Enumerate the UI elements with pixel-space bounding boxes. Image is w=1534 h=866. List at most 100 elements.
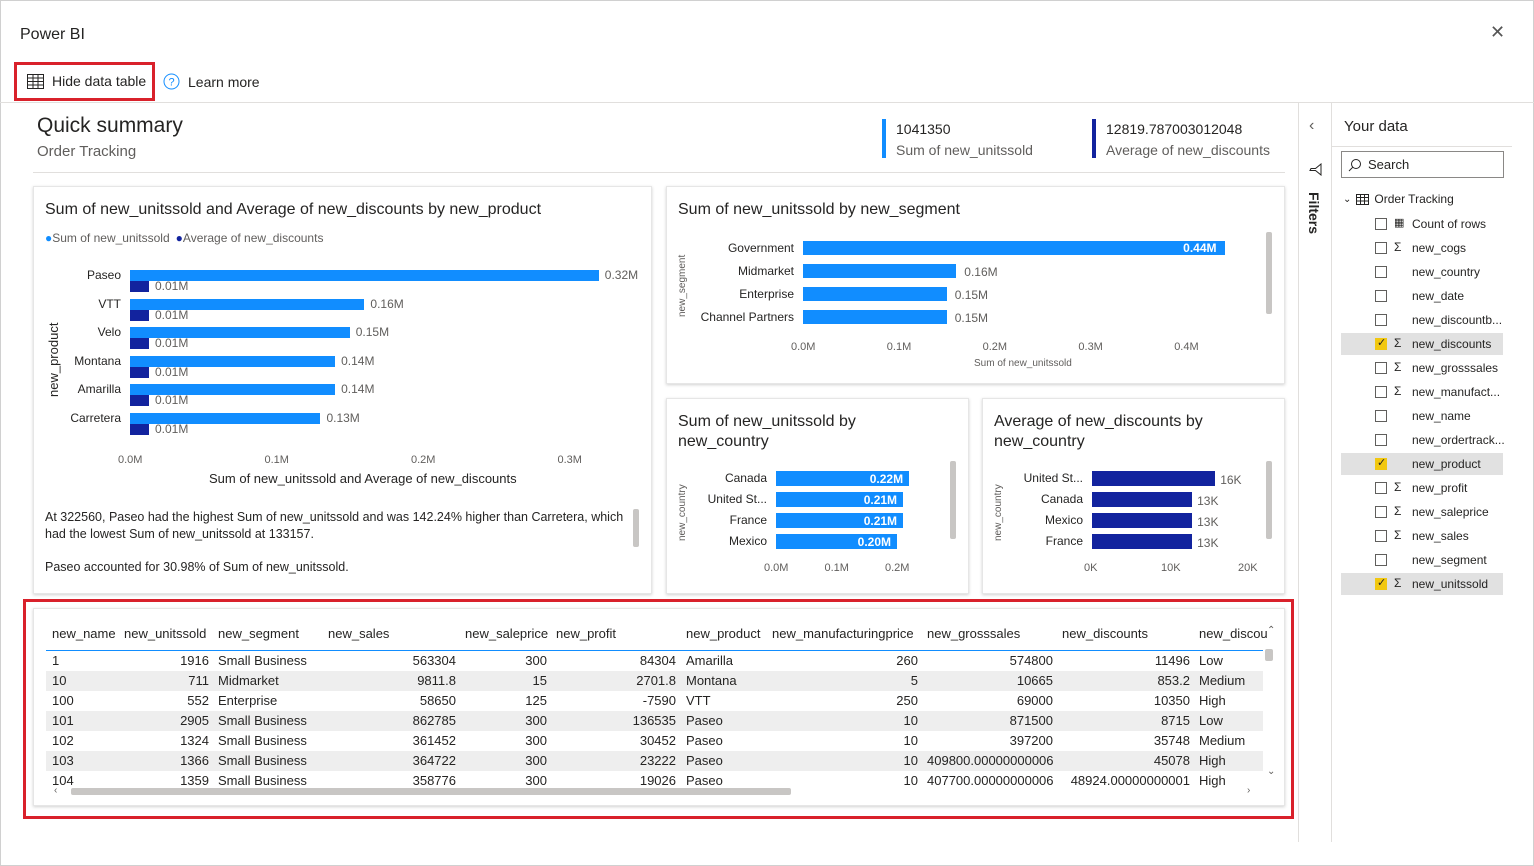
chart-card-country[interactable]: Sum of new_unitssold by new_country new_… [666, 398, 969, 594]
column-header[interactable]: new_segment [218, 626, 299, 641]
field-checkbox[interactable] [1375, 266, 1387, 278]
table-node-order-tracking[interactable]: ⌄ Order Tracking [1343, 192, 1454, 206]
bar[interactable] [130, 309, 149, 321]
filters-label[interactable]: Filters [1306, 192, 1322, 235]
bar[interactable] [1092, 471, 1216, 486]
bar[interactable] [130, 298, 365, 310]
column-header[interactable]: new_sales [328, 626, 390, 641]
bar[interactable] [130, 424, 149, 435]
bar[interactable] [1092, 492, 1193, 507]
hide-data-table-button[interactable]: Hide data table [27, 73, 146, 89]
table-row[interactable]: 104 1359 Small Business 358776 300 19026 Paseo… [46, 771, 1263, 791]
bar[interactable] [130, 395, 149, 407]
bar[interactable] [803, 264, 957, 278]
field-new_date[interactable]: new_date [1341, 285, 1503, 307]
legend-item-2[interactable]: ●Average of new_discounts [175, 231, 324, 245]
bar[interactable] [776, 471, 910, 486]
chart-card-discounts-country[interactable]: Average of new_discounts by new_country … [982, 398, 1285, 594]
column-header[interactable]: new_name [52, 626, 116, 641]
table-row[interactable]: 102 1324 Small Business 361452 300 30452 Paseo… [46, 731, 1263, 751]
filter-icon[interactable] [1309, 162, 1322, 181]
collapse-filters-icon[interactable]: ‹ [1309, 117, 1315, 134]
scroll-up-icon[interactable]: ⌃ [1267, 625, 1276, 636]
vertical-scrollbar[interactable] [1265, 649, 1273, 661]
field-checkbox[interactable] [1375, 576, 1387, 590]
chart-scrollbar[interactable] [1266, 232, 1272, 314]
column-header[interactable]: new_grosssales [927, 626, 1021, 641]
learn-more-link[interactable]: ? Learn more [163, 73, 260, 90]
field-checkbox[interactable] [1375, 386, 1387, 398]
column-header[interactable]: new_manufacturingprice [772, 626, 914, 641]
field-checkbox[interactable] [1375, 410, 1387, 422]
field-checkbox[interactable] [1375, 314, 1387, 326]
bar[interactable] [803, 310, 947, 324]
chart-card-product[interactable]: Sum of new_unitssold and Average of new_… [33, 186, 652, 594]
field-checkbox[interactable] [1375, 218, 1387, 230]
table-row[interactable]: 101 2905 Small Business 862785 300 136535 Pase… [46, 711, 1263, 731]
table-row[interactable]: 103 1366 Small Business 364722 300 23222 Paseo… [46, 751, 1263, 771]
bar[interactable] [130, 281, 149, 292]
data-table[interactable]: new_name new_unitssold new_segment new_sale… [46, 621, 1268, 791]
chart-scrollbar[interactable] [950, 461, 956, 539]
horizontal-scrollbar[interactable] [71, 788, 791, 795]
bar[interactable] [803, 287, 947, 301]
bar[interactable] [776, 513, 904, 528]
field-new_segment[interactable]: new_segment [1341, 549, 1503, 571]
field-checkbox[interactable] [1375, 530, 1387, 542]
bar[interactable] [130, 366, 149, 378]
field-checkbox[interactable] [1375, 362, 1387, 374]
bar[interactable] [130, 338, 149, 350]
field-new_ordertrack[interactable]: new_ordertrack... [1341, 429, 1505, 451]
field-checkbox[interactable] [1375, 456, 1387, 470]
field-checkbox[interactable] [1375, 434, 1387, 446]
field-new_name[interactable]: new_name [1341, 405, 1503, 427]
column-header[interactable]: new_discounts [1062, 626, 1148, 641]
scroll-left-icon[interactable]: ‹ [54, 785, 58, 796]
field-checkbox[interactable] [1375, 482, 1387, 494]
table-row[interactable]: 1 1916 Small Business 563304 300 84304 Amarill… [46, 651, 1263, 671]
field-new_discountb[interactable]: new_discountb... [1341, 309, 1503, 331]
chart-card-segment[interactable]: Sum of new_unitssold by new_segment new_… [666, 186, 1285, 384]
field-checkbox[interactable] [1375, 336, 1387, 350]
table-row[interactable]: 100 552 Enterprise 58650 125 -7590 VTT 250 69000… [46, 691, 1263, 711]
legend-item-1[interactable]: ●Sum of new_unitssold [45, 231, 170, 245]
scroll-down-icon[interactable]: ⌄ [1267, 766, 1276, 777]
table-row[interactable]: 10 711 Midmarket 9811.8 15 2701.8 Montana 5 1066… [46, 671, 1263, 691]
field-checkbox[interactable] [1375, 242, 1387, 254]
bar[interactable] [776, 534, 897, 549]
bar[interactable] [776, 492, 904, 507]
chart-scrollbar[interactable] [1266, 461, 1272, 539]
field-checkbox[interactable] [1375, 554, 1387, 566]
column-header[interactable]: new_profit [556, 626, 616, 641]
bar[interactable] [130, 384, 336, 396]
column-header[interactable]: new_unitssold [124, 626, 207, 641]
bar[interactable] [803, 241, 1225, 255]
insight-scrollbar[interactable] [633, 509, 639, 547]
column-header[interactable]: new_discou [1199, 626, 1268, 641]
scroll-right-icon[interactable]: › [1247, 785, 1251, 796]
bar[interactable] [130, 327, 350, 339]
bar[interactable] [130, 270, 599, 281]
field-new_product[interactable]: new_product [1341, 453, 1503, 475]
bar[interactable] [1092, 534, 1193, 549]
category-label: Canada [724, 471, 767, 485]
search-input[interactable]: Search [1341, 151, 1504, 178]
column-header[interactable]: new_saleprice [465, 626, 549, 641]
bar[interactable] [130, 355, 336, 367]
field-Countofrows[interactable]: ▦ Count of rows [1341, 213, 1503, 235]
field-checkbox[interactable] [1375, 290, 1387, 302]
bar[interactable] [1092, 513, 1193, 528]
field-new_country[interactable]: new_country [1341, 261, 1503, 283]
close-icon[interactable]: ✕ [1490, 22, 1506, 42]
bar[interactable] [130, 413, 321, 424]
field-checkbox[interactable] [1375, 506, 1387, 518]
column-header[interactable]: new_product [686, 626, 761, 641]
